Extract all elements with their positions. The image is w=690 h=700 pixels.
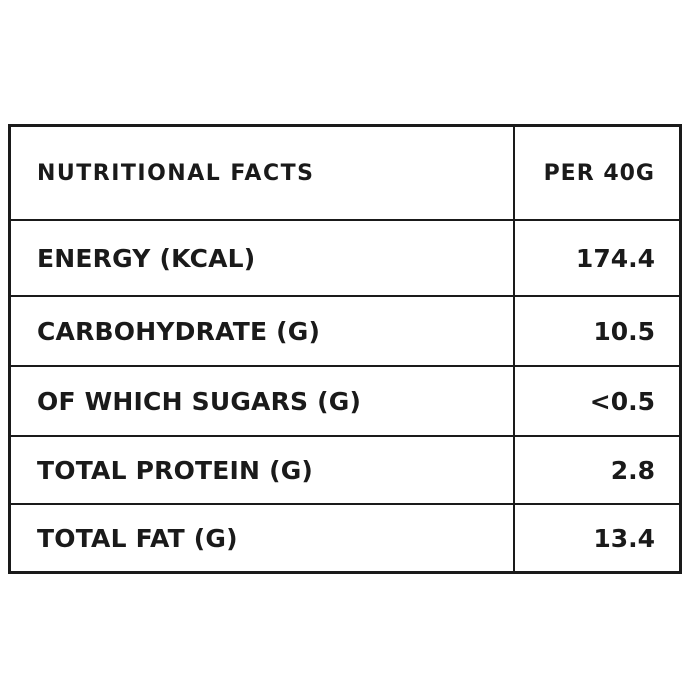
row-label: TOTAL PROTEIN (G) (11, 437, 515, 503)
row-value: <0.5 (589, 386, 655, 416)
row-label: ENERGY (KCAL) (11, 221, 515, 295)
table-row-energy: ENERGY (KCAL) 174.4 (11, 221, 679, 297)
row-value: 174.4 (575, 243, 655, 273)
table-row-sugars: OF WHICH SUGARS (G) <0.5 (11, 367, 679, 437)
row-value: 2.8 (610, 455, 655, 485)
header-serving-size: PER 40G (543, 160, 655, 186)
row-label: CARBOHYDRATE (G) (11, 297, 515, 365)
table-header-row: NUTRITIONAL FACTS PER 40G (11, 127, 679, 221)
row-label: OF WHICH SUGARS (G) (11, 367, 515, 435)
table-row-protein: TOTAL PROTEIN (G) 2.8 (11, 437, 679, 505)
nutrition-facts-table: NUTRITIONAL FACTS PER 40G ENERGY (KCAL) … (8, 124, 682, 574)
table-row-fat: TOTAL FAT (G) 13.4 (11, 505, 679, 571)
row-value: 10.5 (593, 316, 655, 346)
row-value: 13.4 (593, 523, 655, 553)
table-row-carbohydrate: CARBOHYDRATE (G) 10.5 (11, 297, 679, 367)
header-label: NUTRITIONAL FACTS (11, 127, 515, 219)
row-label: TOTAL FAT (G) (11, 505, 515, 571)
